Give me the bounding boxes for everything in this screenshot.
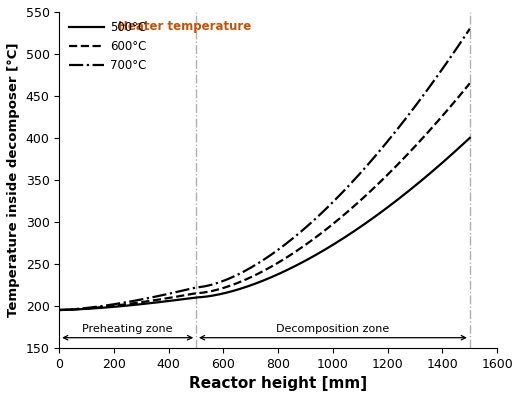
500°C (56, 308, 62, 312)
Y-axis label: Temperature inside decomposer [°C]: Temperature inside decomposer [°C] (7, 43, 20, 317)
500°C (81, 306, 87, 311)
600°C (294, 248, 301, 253)
X-axis label: Reactor height [mm]: Reactor height [mm] (189, 376, 367, 391)
Legend: 500°C, 600°C, 700°C: 500°C, 600°C, 700°C (65, 18, 150, 76)
700°C (466, 26, 473, 31)
700°C (294, 232, 301, 237)
Line: 600°C: 600°C (59, 83, 470, 310)
700°C (318, 211, 324, 216)
600°C (410, 146, 416, 151)
700°C (56, 308, 62, 312)
700°C (81, 306, 87, 310)
600°C (318, 231, 324, 236)
500°C (368, 217, 374, 222)
600°C (81, 306, 87, 311)
500°C (305, 257, 311, 261)
Text: Preheating zone: Preheating zone (82, 324, 173, 334)
700°C (305, 223, 311, 228)
Line: 500°C: 500°C (59, 138, 470, 310)
Text: Heater temperature: Heater temperature (119, 20, 252, 33)
Text: Decomposition zone: Decomposition zone (276, 324, 389, 334)
700°C (410, 107, 416, 112)
600°C (368, 189, 374, 193)
600°C (466, 81, 473, 86)
500°C (294, 262, 301, 267)
Line: 700°C: 700°C (59, 29, 470, 310)
500°C (318, 250, 324, 254)
500°C (466, 135, 473, 140)
700°C (368, 159, 374, 164)
500°C (410, 185, 416, 190)
600°C (305, 240, 311, 245)
600°C (56, 308, 62, 312)
